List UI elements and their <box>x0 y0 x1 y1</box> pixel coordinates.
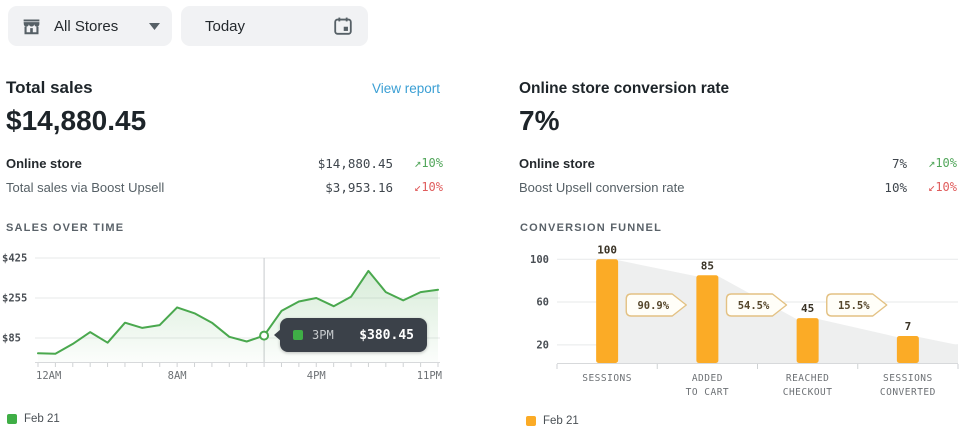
metric-row-online-store-rate: Online store 7% ↗10% <box>519 153 957 173</box>
svg-text:12AM: 12AM <box>36 370 61 382</box>
metric-delta: ↙10% <box>414 180 443 194</box>
storefront-icon <box>21 16 42 37</box>
metric-delta: ↙10% <box>928 180 957 194</box>
date-range-label: Today <box>205 17 246 35</box>
sales-chart-legend: Feb 21 <box>7 413 60 425</box>
metric-delta: ↗10% <box>414 156 443 170</box>
svg-text:$425: $425 <box>2 253 27 265</box>
conversion-metric-rows: Online store 7% ↗10% Boost Upsell conver… <box>519 153 957 197</box>
metric-value: 7% <box>891 155 907 171</box>
sales-over-time-label: SALES OVER TIME <box>6 222 125 234</box>
svg-text:$85: $85 <box>2 333 21 345</box>
svg-text:11PM: 11PM <box>417 370 442 382</box>
svg-text:60: 60 <box>536 297 549 309</box>
trend-up-icon: ↗ <box>414 156 422 170</box>
trend-down-icon: ↙ <box>928 180 936 194</box>
legend-swatch-green <box>7 414 17 424</box>
funnel-category-label: CHECKOUT <box>783 387 833 398</box>
tooltip-time: 3PM <box>312 328 334 342</box>
svg-text:15.5%: 15.5% <box>838 300 870 312</box>
bar-value-label: 7 <box>905 320 912 333</box>
store-selector-label: All Stores <box>54 17 119 35</box>
funnel-bar <box>696 275 719 363</box>
conversion-funnel-label: CONVERSION FUNNEL <box>520 222 663 234</box>
total-sales-value: $14,880.45 <box>6 105 147 136</box>
conversion-step-badge <box>725 293 788 317</box>
chevron-down-icon <box>149 22 160 30</box>
metric-label: Online store <box>6 155 82 171</box>
svg-text:4PM: 4PM <box>307 370 326 382</box>
funnel-category-label: TO CART <box>686 387 730 398</box>
metric-delta: ↗10% <box>928 156 957 170</box>
metric-label: Boost Upsell conversion rate <box>519 179 685 195</box>
funnel-bar <box>896 336 919 363</box>
funnel-category-label: ADDED <box>692 373 723 384</box>
bar-value-label: 45 <box>801 302 814 315</box>
svg-text:100: 100 <box>530 254 549 266</box>
metric-value: $3,953.16 <box>325 179 393 195</box>
chart-tooltip: 3PM $380.45 <box>274 318 427 352</box>
conversion-step-badge <box>826 293 888 317</box>
metric-row-boost-upsell: Total sales via Boost Upsell $3,953.16 ↙… <box>6 177 443 197</box>
funnel-category-label: SESSIONS <box>582 373 632 384</box>
legend-label: Feb 21 <box>24 413 60 425</box>
trend-up-icon: ↗ <box>928 156 936 170</box>
sales-panel-header: Total sales View report <box>6 78 440 98</box>
svg-text:20: 20 <box>536 339 549 351</box>
view-report-link[interactable]: View report <box>371 81 440 96</box>
conversion-step-badge <box>625 293 687 317</box>
funnel-bar <box>796 318 819 363</box>
conversion-panel-title: Online store conversion rate <box>519 80 730 97</box>
sales-metric-rows: Online store $14,880.45 ↗10% Total sales… <box>6 153 443 197</box>
hover-marker <box>259 330 270 341</box>
conversion-rate-value: 7% <box>519 105 560 136</box>
legend-swatch-orange <box>526 416 536 426</box>
metric-row-online-store: Online store $14,880.45 ↗10% <box>6 153 443 173</box>
funnel-category-label: SESSIONS <box>883 373 933 384</box>
sales-line <box>37 269 439 355</box>
tooltip-value: $380.45 <box>359 327 414 343</box>
metric-label: Online store <box>519 155 595 171</box>
funnel-category-label: REACHED <box>786 373 830 384</box>
date-range-button[interactable]: Today <box>181 6 368 46</box>
calendar-icon <box>332 15 354 37</box>
funnel-chart-legend: Feb 21 <box>526 415 579 427</box>
sales-panel-title: Total sales <box>6 78 93 97</box>
metric-value: 10% <box>884 179 907 195</box>
bar-value-label: 100 <box>597 243 617 256</box>
svg-text:90.9%: 90.9% <box>637 300 669 312</box>
trend-down-icon: ↙ <box>414 180 422 194</box>
funnel-bar <box>596 259 619 363</box>
svg-text:$255: $255 <box>2 293 27 305</box>
tooltip-series-swatch <box>293 330 303 340</box>
svg-text:54.5%: 54.5% <box>738 300 770 312</box>
metric-label: Total sales via Boost Upsell <box>6 179 165 195</box>
svg-text:8AM: 8AM <box>168 370 187 382</box>
conversion-funnel-chart[interactable]: 20 60 100 100 85 45 7 90.9% 54.5% 15.5% SESSIONS AD… <box>518 240 960 412</box>
metric-value: $14,880.45 <box>317 155 393 171</box>
bar-value-label: 85 <box>701 259 714 272</box>
store-selector-button[interactable]: All Stores <box>8 6 172 46</box>
funnel-category-label: CONVERTED <box>880 387 936 398</box>
legend-label: Feb 21 <box>543 415 579 427</box>
metric-row-boost-upsell-rate: Boost Upsell conversion rate 10% ↙10% <box>519 177 957 197</box>
